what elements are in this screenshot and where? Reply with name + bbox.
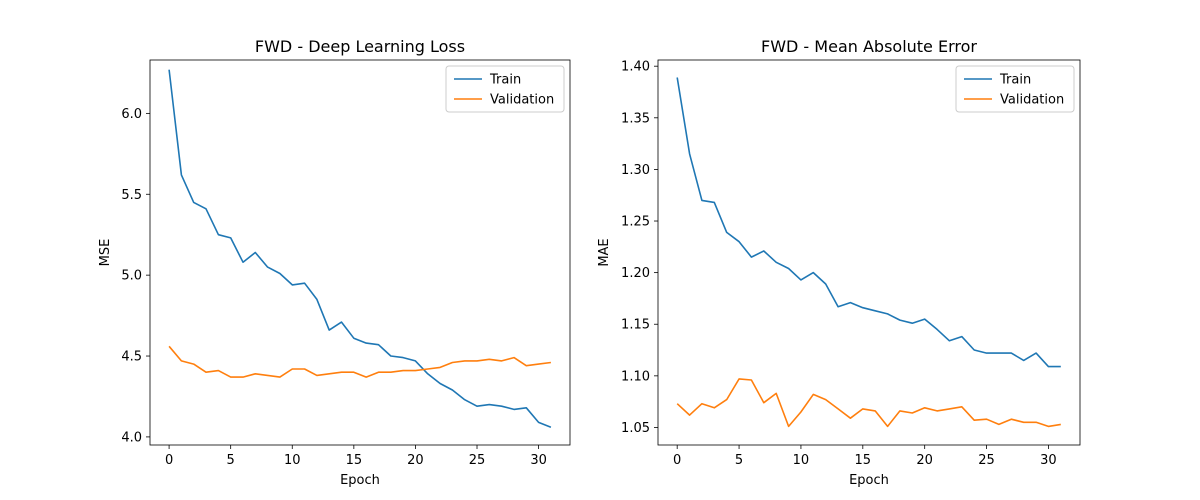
x-tick-label: 15 xyxy=(346,453,363,468)
x-tick-label: 15 xyxy=(855,453,872,468)
y-tick-label: 4.5 xyxy=(121,350,142,365)
x-axis-label: Epoch xyxy=(340,473,380,488)
series-line-validation xyxy=(676,378,1061,428)
x-tick-label: 10 xyxy=(793,453,810,468)
legend-label-train: Train xyxy=(489,73,521,88)
y-tick-label: 5.0 xyxy=(121,269,142,284)
x-tick-label: 10 xyxy=(284,453,301,468)
series-line-train xyxy=(168,69,552,428)
y-tick-label: 1.25 xyxy=(621,215,650,230)
x-tick-label: 5 xyxy=(735,453,743,468)
x-tick-label: 0 xyxy=(165,453,173,468)
mae-chart: FWD - Mean Absolute Error 0 5 10 15 20 25 30 1.0… xyxy=(597,37,1081,488)
legend-label-validation: Validation xyxy=(1000,93,1064,108)
x-tick-label: 25 xyxy=(978,453,995,468)
y-tick-label: 1.35 xyxy=(621,111,650,126)
axes-frame xyxy=(149,59,571,446)
y-axis-label: MSE xyxy=(98,239,113,267)
y-tick-label: 1.05 xyxy=(621,421,650,436)
x-axis-label: Epoch xyxy=(849,473,889,488)
legend-label-validation: Validation xyxy=(490,93,554,108)
y-tick-label: 5.5 xyxy=(121,188,142,203)
x-tick-label: 0 xyxy=(673,453,681,468)
y-tick-label: 1.30 xyxy=(621,163,650,178)
series-line-validation xyxy=(168,345,552,378)
y-axis-label: MAE xyxy=(597,238,612,266)
legend-label-train: Train xyxy=(999,73,1031,88)
series-line-train xyxy=(676,77,1061,368)
y-tick-label: 6.0 xyxy=(121,107,142,122)
y-tick-label: 1.20 xyxy=(621,266,650,281)
chart-title: FWD - Deep Learning Loss xyxy=(255,37,465,56)
legend-box xyxy=(955,65,1075,113)
x-tick-label: 30 xyxy=(1040,453,1057,468)
y-tick-label: 1.10 xyxy=(621,369,650,384)
x-tick-label: 5 xyxy=(227,453,235,468)
x-tick-label: 20 xyxy=(916,453,933,468)
y-tick-label: 1.40 xyxy=(621,60,650,75)
y-tick-label: 1.15 xyxy=(621,318,650,333)
x-tick-label: 25 xyxy=(469,453,486,468)
axes-frame xyxy=(657,59,1081,446)
x-tick-label: 20 xyxy=(407,453,424,468)
loss-chart: FWD - Deep Learning Loss 0 5 10 15 20 25 30 4.0 4… xyxy=(98,37,571,488)
x-tick-label: 30 xyxy=(530,453,547,468)
chart-title: FWD - Mean Absolute Error xyxy=(761,37,977,56)
y-tick-label: 4.0 xyxy=(121,430,142,445)
legend-box xyxy=(445,65,565,113)
